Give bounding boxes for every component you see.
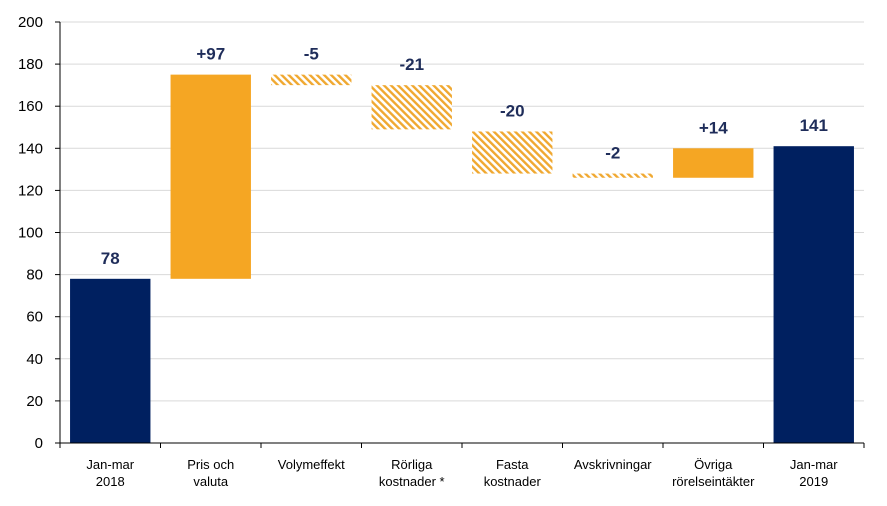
x-category-label-line: kostnader <box>484 474 542 489</box>
data-label: 141 <box>800 116 828 135</box>
bar-decrease <box>572 173 653 178</box>
data-label: -21 <box>399 55 424 74</box>
y-tick-label: 40 <box>26 351 43 368</box>
x-category-label-line: 2018 <box>96 474 125 489</box>
y-tick-label: 200 <box>18 14 43 31</box>
data-label: +97 <box>196 45 225 64</box>
y-tick-label: 20 <box>26 393 43 410</box>
y-tick-label: 100 <box>18 225 43 242</box>
bar-decrease <box>472 131 553 174</box>
data-label: -5 <box>304 45 319 64</box>
data-label: -2 <box>605 144 620 163</box>
data-label: +14 <box>699 118 728 137</box>
x-category-label: Jan-mar 2019 <box>790 457 838 489</box>
x-category-label-line: Jan-mar <box>790 457 838 472</box>
x-category-label: Avskrivningar <box>574 457 652 472</box>
bar-decrease <box>271 74 352 86</box>
axes <box>55 21 865 448</box>
bars <box>70 74 854 443</box>
data-label: -20 <box>500 101 525 120</box>
x-category-label-line: Volymeffekt <box>278 457 345 472</box>
bar-increase <box>170 74 251 279</box>
x-category-label-line: Jan-mar <box>86 457 134 472</box>
x-category-label: Pris och valuta <box>187 457 234 489</box>
x-category-label: Volymeffekt <box>278 457 345 472</box>
x-category-label-line: kostnader * <box>379 474 445 489</box>
data-labels: 78 +97 -5 -21 -20 -2 +14 141 <box>101 45 828 268</box>
y-tick-label: 0 <box>35 435 43 452</box>
y-tick-labels: 0 20 40 60 80 100 120 140 160 180 200 <box>18 14 43 452</box>
x-category-label: Fasta kostnader <box>484 457 542 489</box>
x-category-label-line: rörelseintäkter <box>672 474 755 489</box>
x-category-labels: Jan-mar 2018 Pris och valuta Volymeffekt Rörl… <box>86 457 838 489</box>
x-category-label-line: Fasta <box>496 457 529 472</box>
bar-total <box>70 278 151 443</box>
y-tick-label: 80 <box>26 267 43 284</box>
x-category-label-line: Avskrivningar <box>574 457 652 472</box>
x-category-label-line: Rörliga <box>391 457 433 472</box>
x-category-label: Jan-mar 2018 <box>86 457 134 489</box>
y-tick-label: 120 <box>18 182 43 199</box>
y-tick-label: 180 <box>18 56 43 73</box>
x-category-label: Rörliga kostnader * <box>379 457 445 489</box>
bar-increase <box>673 148 754 178</box>
y-tick-label: 140 <box>18 140 43 157</box>
x-category-label-line: 2019 <box>799 474 828 489</box>
bar-decrease <box>371 85 452 130</box>
x-category-label-line: Övriga <box>694 457 733 472</box>
x-category-label-line: Pris och <box>187 457 234 472</box>
data-label: 78 <box>101 249 120 268</box>
x-category-label: Övriga rörelseintäkter <box>672 457 755 489</box>
y-tick-label: 60 <box>26 309 43 326</box>
x-category-label-line: valuta <box>193 474 228 489</box>
bar-total <box>773 146 854 443</box>
y-tick-label: 160 <box>18 98 43 115</box>
